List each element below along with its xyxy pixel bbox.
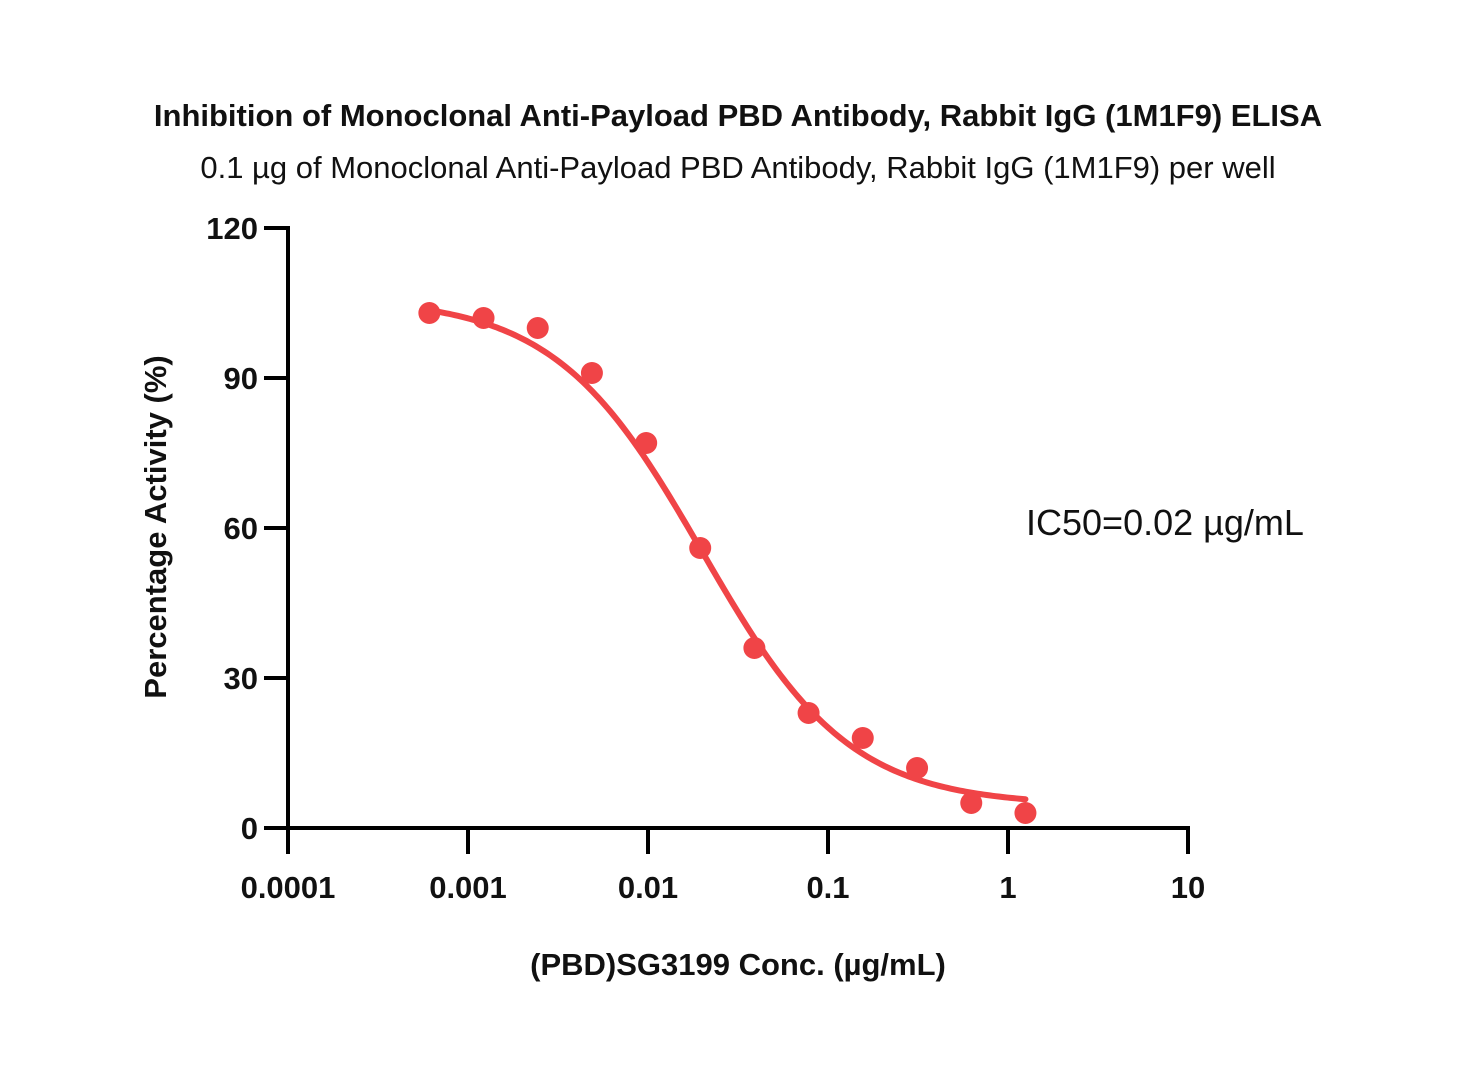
x-tick-label: 0.001 xyxy=(429,870,507,905)
data-point xyxy=(797,702,820,724)
data-point xyxy=(743,637,766,659)
data-point xyxy=(580,362,603,384)
ic50-annotation: IC50=0.02 µg/mL xyxy=(1026,502,1304,543)
data-point xyxy=(1014,802,1037,824)
x-tick-label: 0.01 xyxy=(618,870,678,905)
y-axis-title: Percentage Activity (%) xyxy=(138,355,173,698)
data-point xyxy=(526,317,549,339)
data-point xyxy=(472,307,495,329)
data-point xyxy=(906,757,929,779)
y-tick-label: 120 xyxy=(206,211,258,246)
data-point xyxy=(635,432,658,454)
data-point xyxy=(960,792,983,814)
data-point xyxy=(689,537,712,559)
x-tick-label: 10 xyxy=(1171,870,1205,905)
x-tick-label: 1 xyxy=(999,870,1016,905)
fit-curve-layer xyxy=(425,307,1029,803)
chart-subtitle: 0.1 µg of Monoclonal Anti-Payload PBD An… xyxy=(200,150,1276,185)
y-tick-label: 30 xyxy=(224,661,258,696)
fit-curve xyxy=(425,307,1029,803)
y-tick-label: 90 xyxy=(224,361,258,396)
y-tick-label: 60 xyxy=(224,511,258,546)
axes: 0 30 60 90 120 0.0001 0.001 0.01 0.1 1 10 xyxy=(206,211,1205,905)
x-axis-title: (PBD)SG3199 Conc. (µg/mL) xyxy=(530,947,946,982)
data-point xyxy=(851,727,874,749)
data-points-layer xyxy=(418,302,1037,824)
x-tick-label: 0.0001 xyxy=(241,870,336,905)
x-tick-label: 0.1 xyxy=(806,870,849,905)
y-tick-label: 0 xyxy=(241,811,258,846)
chart-title: Inhibition of Monoclonal Anti-Payload PB… xyxy=(153,98,1323,133)
data-point xyxy=(418,302,441,324)
